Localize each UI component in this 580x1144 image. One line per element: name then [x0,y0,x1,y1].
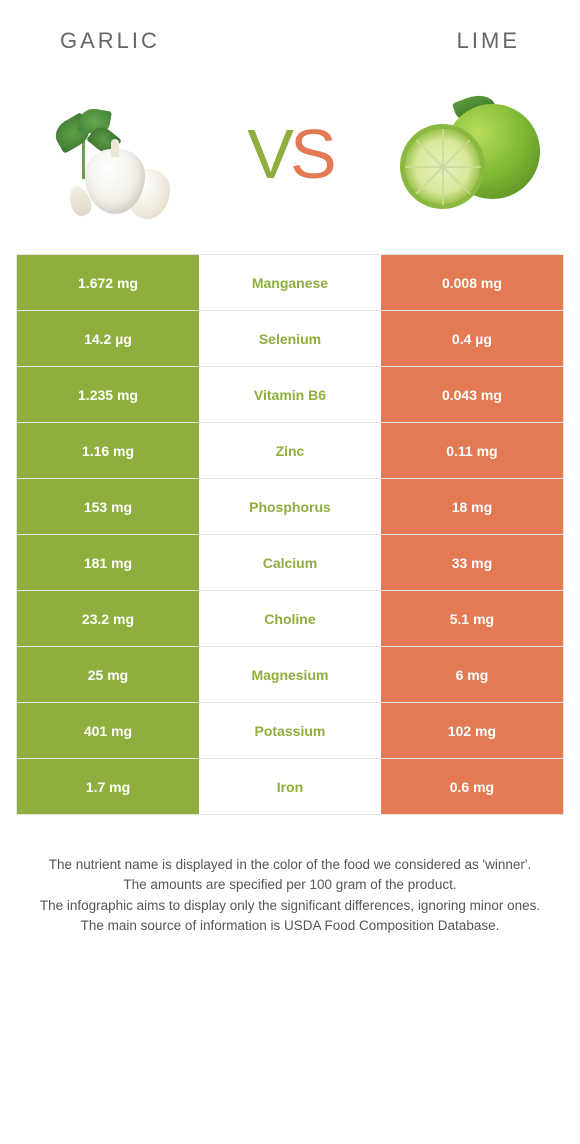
footer-line: The nutrient name is displayed in the co… [30,855,550,875]
left-value: 181 mg [17,535,199,590]
right-value: 6 mg [381,647,563,702]
nutrient-name: Zinc [199,423,381,478]
left-value: 14.2 µg [17,311,199,366]
left-value: 23.2 mg [17,591,199,646]
left-food-title: GARLIC [60,28,160,54]
garlic-illustration [30,84,190,224]
hero-row: VS [0,74,580,254]
header: GARLIC LIME [0,0,580,74]
nutrient-name: Vitamin B6 [199,367,381,422]
vs-s: S [290,115,333,193]
footer-line: The amounts are specified per 100 gram o… [30,875,550,895]
table-row: 153 mgPhosphorus18 mg [17,478,563,534]
right-value: 0.6 mg [381,759,563,814]
nutrient-name: Manganese [199,255,381,310]
right-value: 33 mg [381,535,563,590]
right-value: 0.4 µg [381,311,563,366]
nutrient-name: Potassium [199,703,381,758]
lime-illustration [390,84,550,224]
right-food-title: LIME [457,28,520,54]
right-value: 5.1 mg [381,591,563,646]
table-row: 1.7 mgIron0.6 mg [17,758,563,814]
nutrient-name: Phosphorus [199,479,381,534]
right-value: 102 mg [381,703,563,758]
right-value: 0.043 mg [381,367,563,422]
left-value: 1.16 mg [17,423,199,478]
left-value: 401 mg [17,703,199,758]
table-row: 23.2 mgCholine5.1 mg [17,590,563,646]
lime-half-icon [400,124,485,209]
vs-label: VS [247,114,332,194]
table-row: 1.16 mgZinc0.11 mg [17,422,563,478]
right-value: 0.008 mg [381,255,563,310]
nutrient-table: 1.672 mgManganese0.008 mg14.2 µgSelenium… [16,254,564,815]
vs-v: V [247,115,290,193]
nutrient-name: Choline [199,591,381,646]
left-value: 25 mg [17,647,199,702]
nutrient-name: Selenium [199,311,381,366]
table-row: 25 mgMagnesium6 mg [17,646,563,702]
left-value: 1.7 mg [17,759,199,814]
left-value: 1.235 mg [17,367,199,422]
table-row: 401 mgPotassium102 mg [17,702,563,758]
footer-notes: The nutrient name is displayed in the co… [0,815,580,936]
footer-line: The infographic aims to display only the… [30,896,550,916]
right-value: 18 mg [381,479,563,534]
table-row: 1.235 mgVitamin B60.043 mg [17,366,563,422]
nutrient-name: Calcium [199,535,381,590]
table-row: 181 mgCalcium33 mg [17,534,563,590]
right-value: 0.11 mg [381,423,563,478]
left-value: 1.672 mg [17,255,199,310]
footer-line: The main source of information is USDA F… [30,916,550,936]
left-value: 153 mg [17,479,199,534]
table-row: 14.2 µgSelenium0.4 µg [17,310,563,366]
table-row: 1.672 mgManganese0.008 mg [17,254,563,310]
nutrient-name: Magnesium [199,647,381,702]
nutrient-name: Iron [199,759,381,814]
